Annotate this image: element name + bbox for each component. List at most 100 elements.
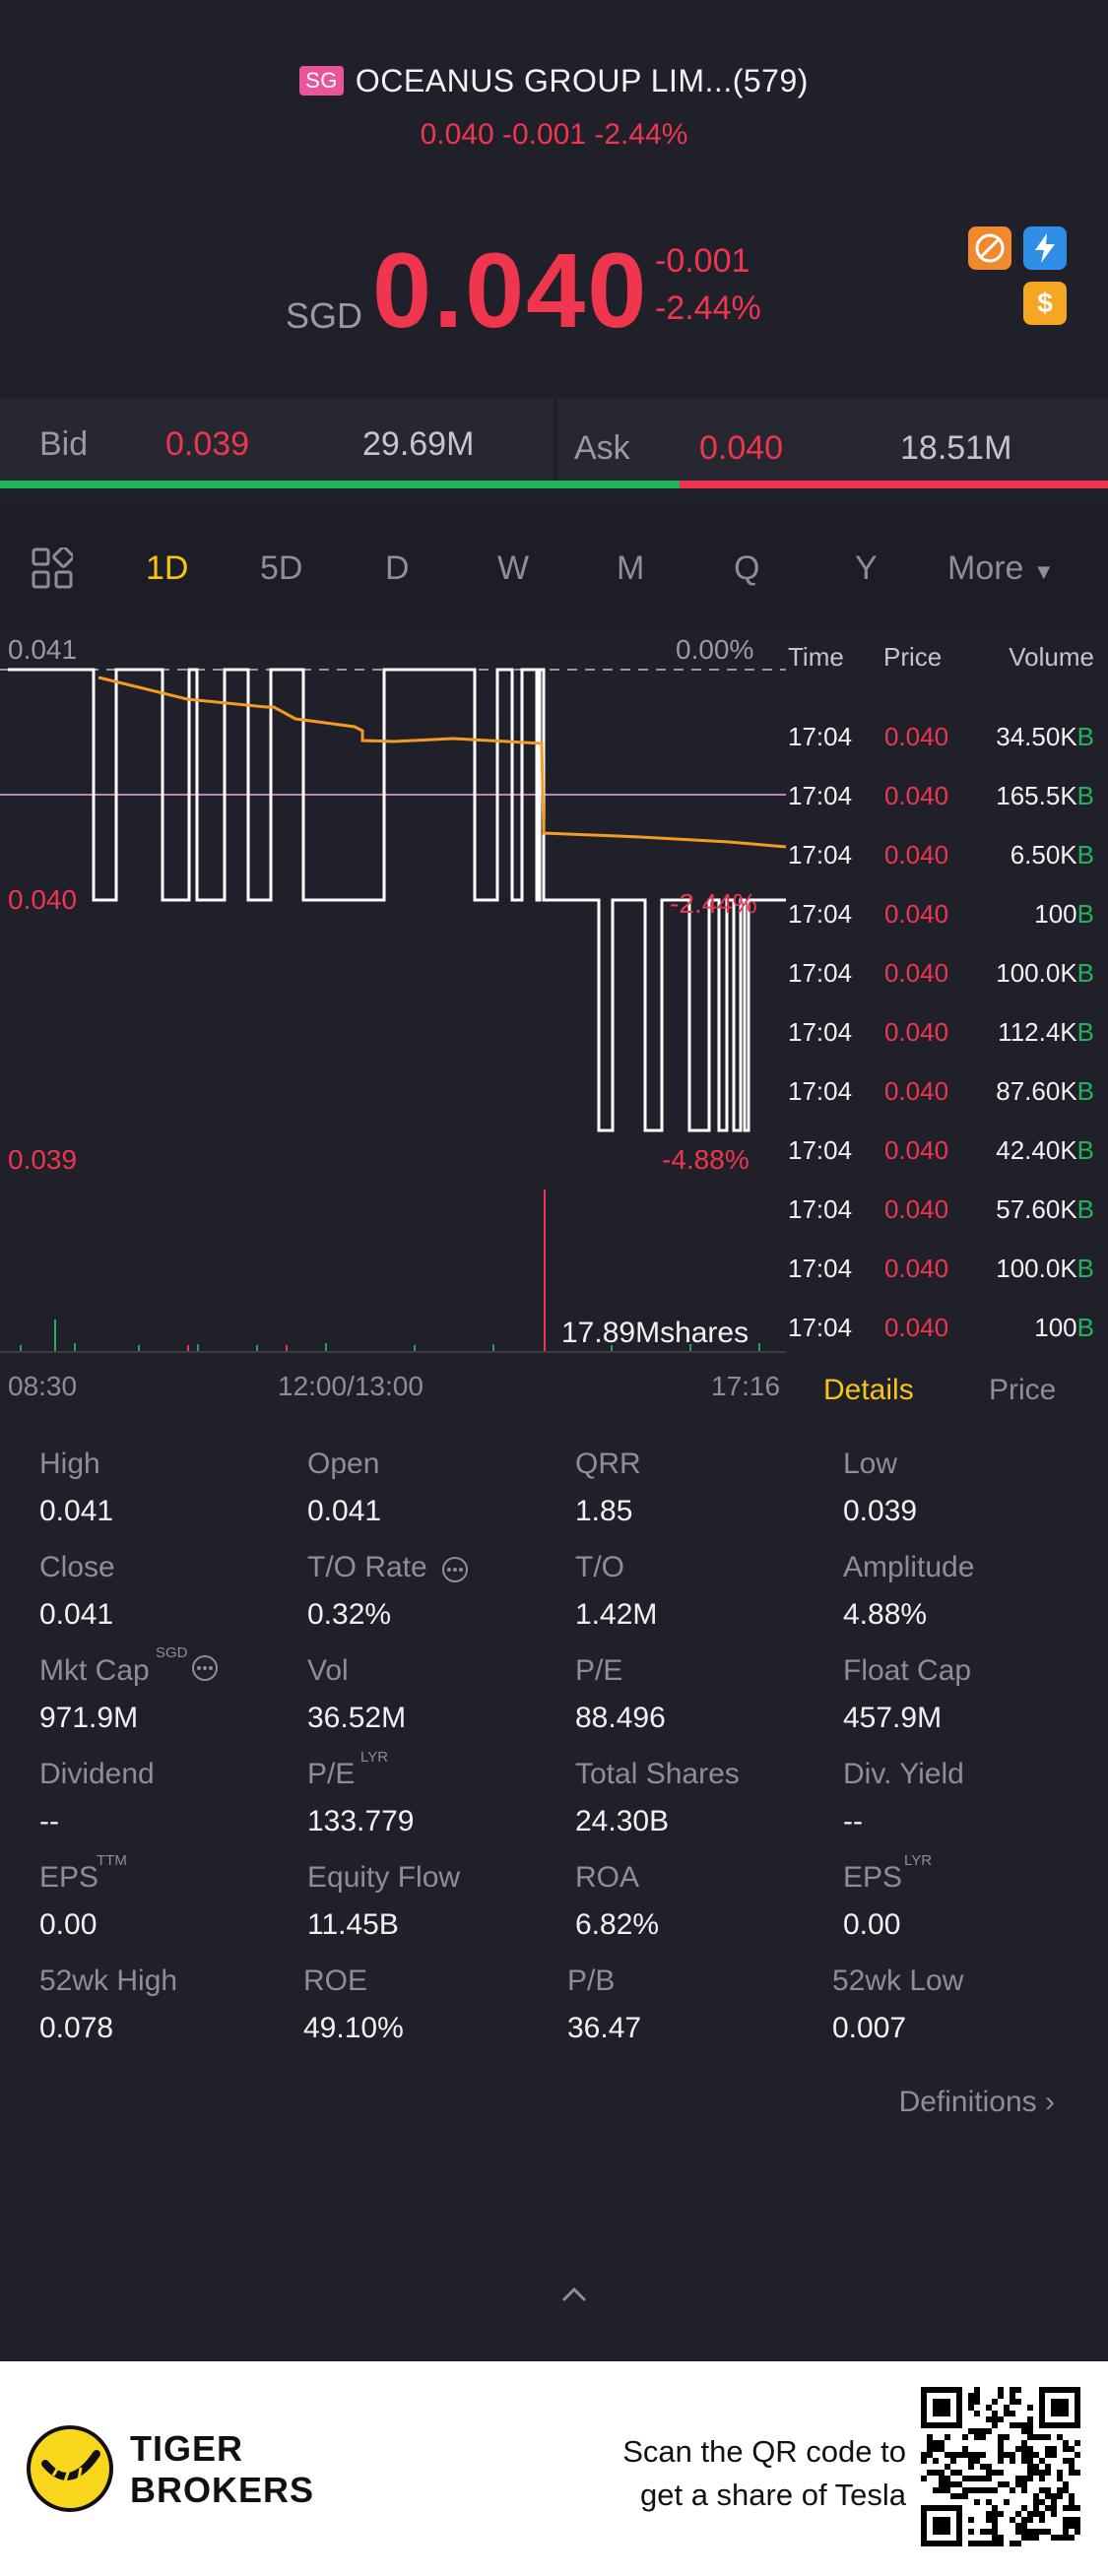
stat-value: 0.078 bbox=[39, 2012, 114, 2044]
average-line bbox=[98, 676, 787, 849]
stat-value: 24.30B bbox=[575, 1805, 670, 1837]
trade-volume-value: 165.5K bbox=[996, 781, 1077, 810]
y-axis-low-pct: -4.88% bbox=[662, 1144, 750, 1175]
period-tabs bbox=[0, 504, 1108, 630]
trade-price: 0.040 bbox=[884, 1076, 949, 1106]
stat-label: 52wk High bbox=[39, 1964, 178, 1997]
y-axis-mid-pct: -2.44% bbox=[670, 888, 757, 919]
tab-more[interactable]: More ▼ bbox=[947, 549, 1055, 588]
stat-label: EPS bbox=[39, 1861, 99, 1894]
trade-time: 17:04 bbox=[788, 1254, 853, 1283]
ask-size: 18.51M bbox=[900, 429, 1012, 467]
trade-volume: 42.40KB bbox=[996, 1135, 1094, 1166]
stat-label: Amplitude bbox=[843, 1551, 975, 1583]
volume-ticks bbox=[20, 1343, 760, 1351]
stat-value: 0.041 bbox=[307, 1495, 382, 1527]
trade-side: B bbox=[1076, 722, 1094, 751]
stat-value: 4.88% bbox=[843, 1598, 928, 1631]
dollar-icon[interactable]: $ bbox=[1023, 282, 1067, 325]
trade-time: 17:04 bbox=[788, 1017, 853, 1047]
tab-w[interactable]: W bbox=[497, 549, 530, 587]
trade-time: 17:04 bbox=[788, 840, 853, 869]
intraday-chart[interactable] bbox=[0, 650, 788, 1359]
promo-text: Scan the QR code to get a share of Tesla bbox=[622, 2430, 906, 2517]
trade-side: B bbox=[1076, 899, 1094, 929]
stock-title[interactable]: SG OCEANUS GROUP LIM...(579) bbox=[0, 63, 1108, 99]
grid-icon[interactable] bbox=[32, 546, 75, 594]
trade-volume: 100.0KB bbox=[996, 958, 1094, 989]
stat-value: 36.47 bbox=[567, 2012, 642, 2044]
no-margin-icon[interactable] bbox=[968, 226, 1011, 270]
trade-volume-value: 100 bbox=[1034, 899, 1077, 929]
chevron-up-icon[interactable] bbox=[559, 2285, 589, 2309]
qr-code[interactable] bbox=[921, 2387, 1080, 2546]
stat-value: 133.779 bbox=[307, 1805, 415, 1837]
tab-1d[interactable]: 1D bbox=[146, 549, 189, 587]
trade-price: 0.040 bbox=[884, 958, 949, 988]
tab-q[interactable]: Q bbox=[734, 549, 760, 587]
trade-row: 17:04 0.040 34.50KB bbox=[0, 722, 1108, 781]
stat-label: Div. Yield bbox=[843, 1758, 964, 1790]
stat-label: P/E bbox=[307, 1758, 356, 1790]
trade-row: 17:04 0.040 57.60KB bbox=[0, 1194, 1108, 1254]
tab-5d[interactable]: 5D bbox=[260, 549, 303, 587]
trade-volume: 165.5KB bbox=[996, 781, 1094, 811]
y-axis-mid: 0.040 bbox=[8, 884, 78, 915]
info-icon[interactable] bbox=[441, 1556, 469, 1588]
trade-row: 17:04 0.040 100B bbox=[0, 899, 1108, 958]
info-icon[interactable] bbox=[191, 1654, 219, 1687]
tab-y[interactable]: Y bbox=[855, 549, 878, 587]
eps-ttm-sup: TTM bbox=[97, 1852, 127, 1869]
trade-price: 0.040 bbox=[884, 1017, 949, 1047]
stat-value: 457.9M bbox=[843, 1702, 943, 1734]
stat-label: 52wk Low bbox=[832, 1964, 964, 1997]
lightning-icon[interactable] bbox=[1023, 226, 1067, 270]
tab-m[interactable]: M bbox=[617, 549, 645, 587]
trade-volume-value: 100 bbox=[1034, 1313, 1077, 1342]
trade-volume: 100B bbox=[1034, 1313, 1094, 1343]
stat-label: T/O Rate bbox=[307, 1551, 427, 1583]
trade-volume: 112.4KB bbox=[998, 1017, 1094, 1048]
definitions-link[interactable]: Definitions › bbox=[899, 2086, 1055, 2119]
trade-side: B bbox=[1076, 958, 1094, 988]
stat-value: 0.00 bbox=[843, 1908, 901, 1941]
bid-price: 0.039 bbox=[165, 425, 250, 463]
trade-price: 0.040 bbox=[884, 840, 949, 869]
stat-label: Low bbox=[843, 1448, 898, 1480]
trade-row: 17:04 0.040 6.50KB bbox=[0, 840, 1108, 899]
stat-label: Close bbox=[39, 1551, 115, 1583]
trade-price: 0.040 bbox=[884, 1194, 949, 1224]
chevron-down-icon: ▼ bbox=[1032, 559, 1055, 584]
tiger-logo-icon bbox=[26, 2424, 114, 2518]
stat-label: High bbox=[39, 1448, 100, 1480]
trades-header-volume: Volume bbox=[1009, 642, 1094, 672]
trade-side: B bbox=[1076, 1254, 1094, 1283]
bid-ask-divider bbox=[554, 398, 557, 486]
stat-value: 971.9M bbox=[39, 1702, 139, 1734]
trade-row: 17:04 0.040 87.60KB bbox=[0, 1076, 1108, 1135]
trade-side: B bbox=[1076, 1135, 1094, 1165]
stat-value: -- bbox=[39, 1805, 59, 1837]
trade-time: 17:04 bbox=[788, 1194, 853, 1224]
brand-line1: TIGER bbox=[130, 2428, 244, 2469]
trade-volume-value: 87.60K bbox=[996, 1076, 1077, 1106]
trade-volume: 87.60KB bbox=[996, 1076, 1094, 1107]
trade-volume-value: 112.4K bbox=[998, 1017, 1077, 1047]
tab-price[interactable]: Price bbox=[989, 1374, 1057, 1406]
tab-more-label: More bbox=[947, 549, 1024, 587]
y-axis-high-pct: 0.00% bbox=[676, 634, 754, 665]
brand-line2: BROKERS bbox=[130, 2470, 315, 2510]
price-line bbox=[8, 668, 786, 1132]
stat-label: Dividend bbox=[39, 1758, 155, 1790]
trade-row: 17:04 0.040 112.4KB bbox=[0, 1017, 1108, 1076]
last-price: 0.040 bbox=[372, 230, 649, 350]
trade-volume: 100.0KB bbox=[996, 1254, 1094, 1284]
time-start: 08:30 bbox=[8, 1371, 78, 1401]
trade-side: B bbox=[1076, 1313, 1094, 1342]
tab-d[interactable]: D bbox=[385, 549, 410, 587]
stat-label: Total Shares bbox=[575, 1758, 740, 1790]
trade-side: B bbox=[1076, 1076, 1094, 1106]
time-mid: 12:00/13:00 bbox=[278, 1371, 424, 1401]
tab-details[interactable]: Details bbox=[823, 1374, 914, 1406]
